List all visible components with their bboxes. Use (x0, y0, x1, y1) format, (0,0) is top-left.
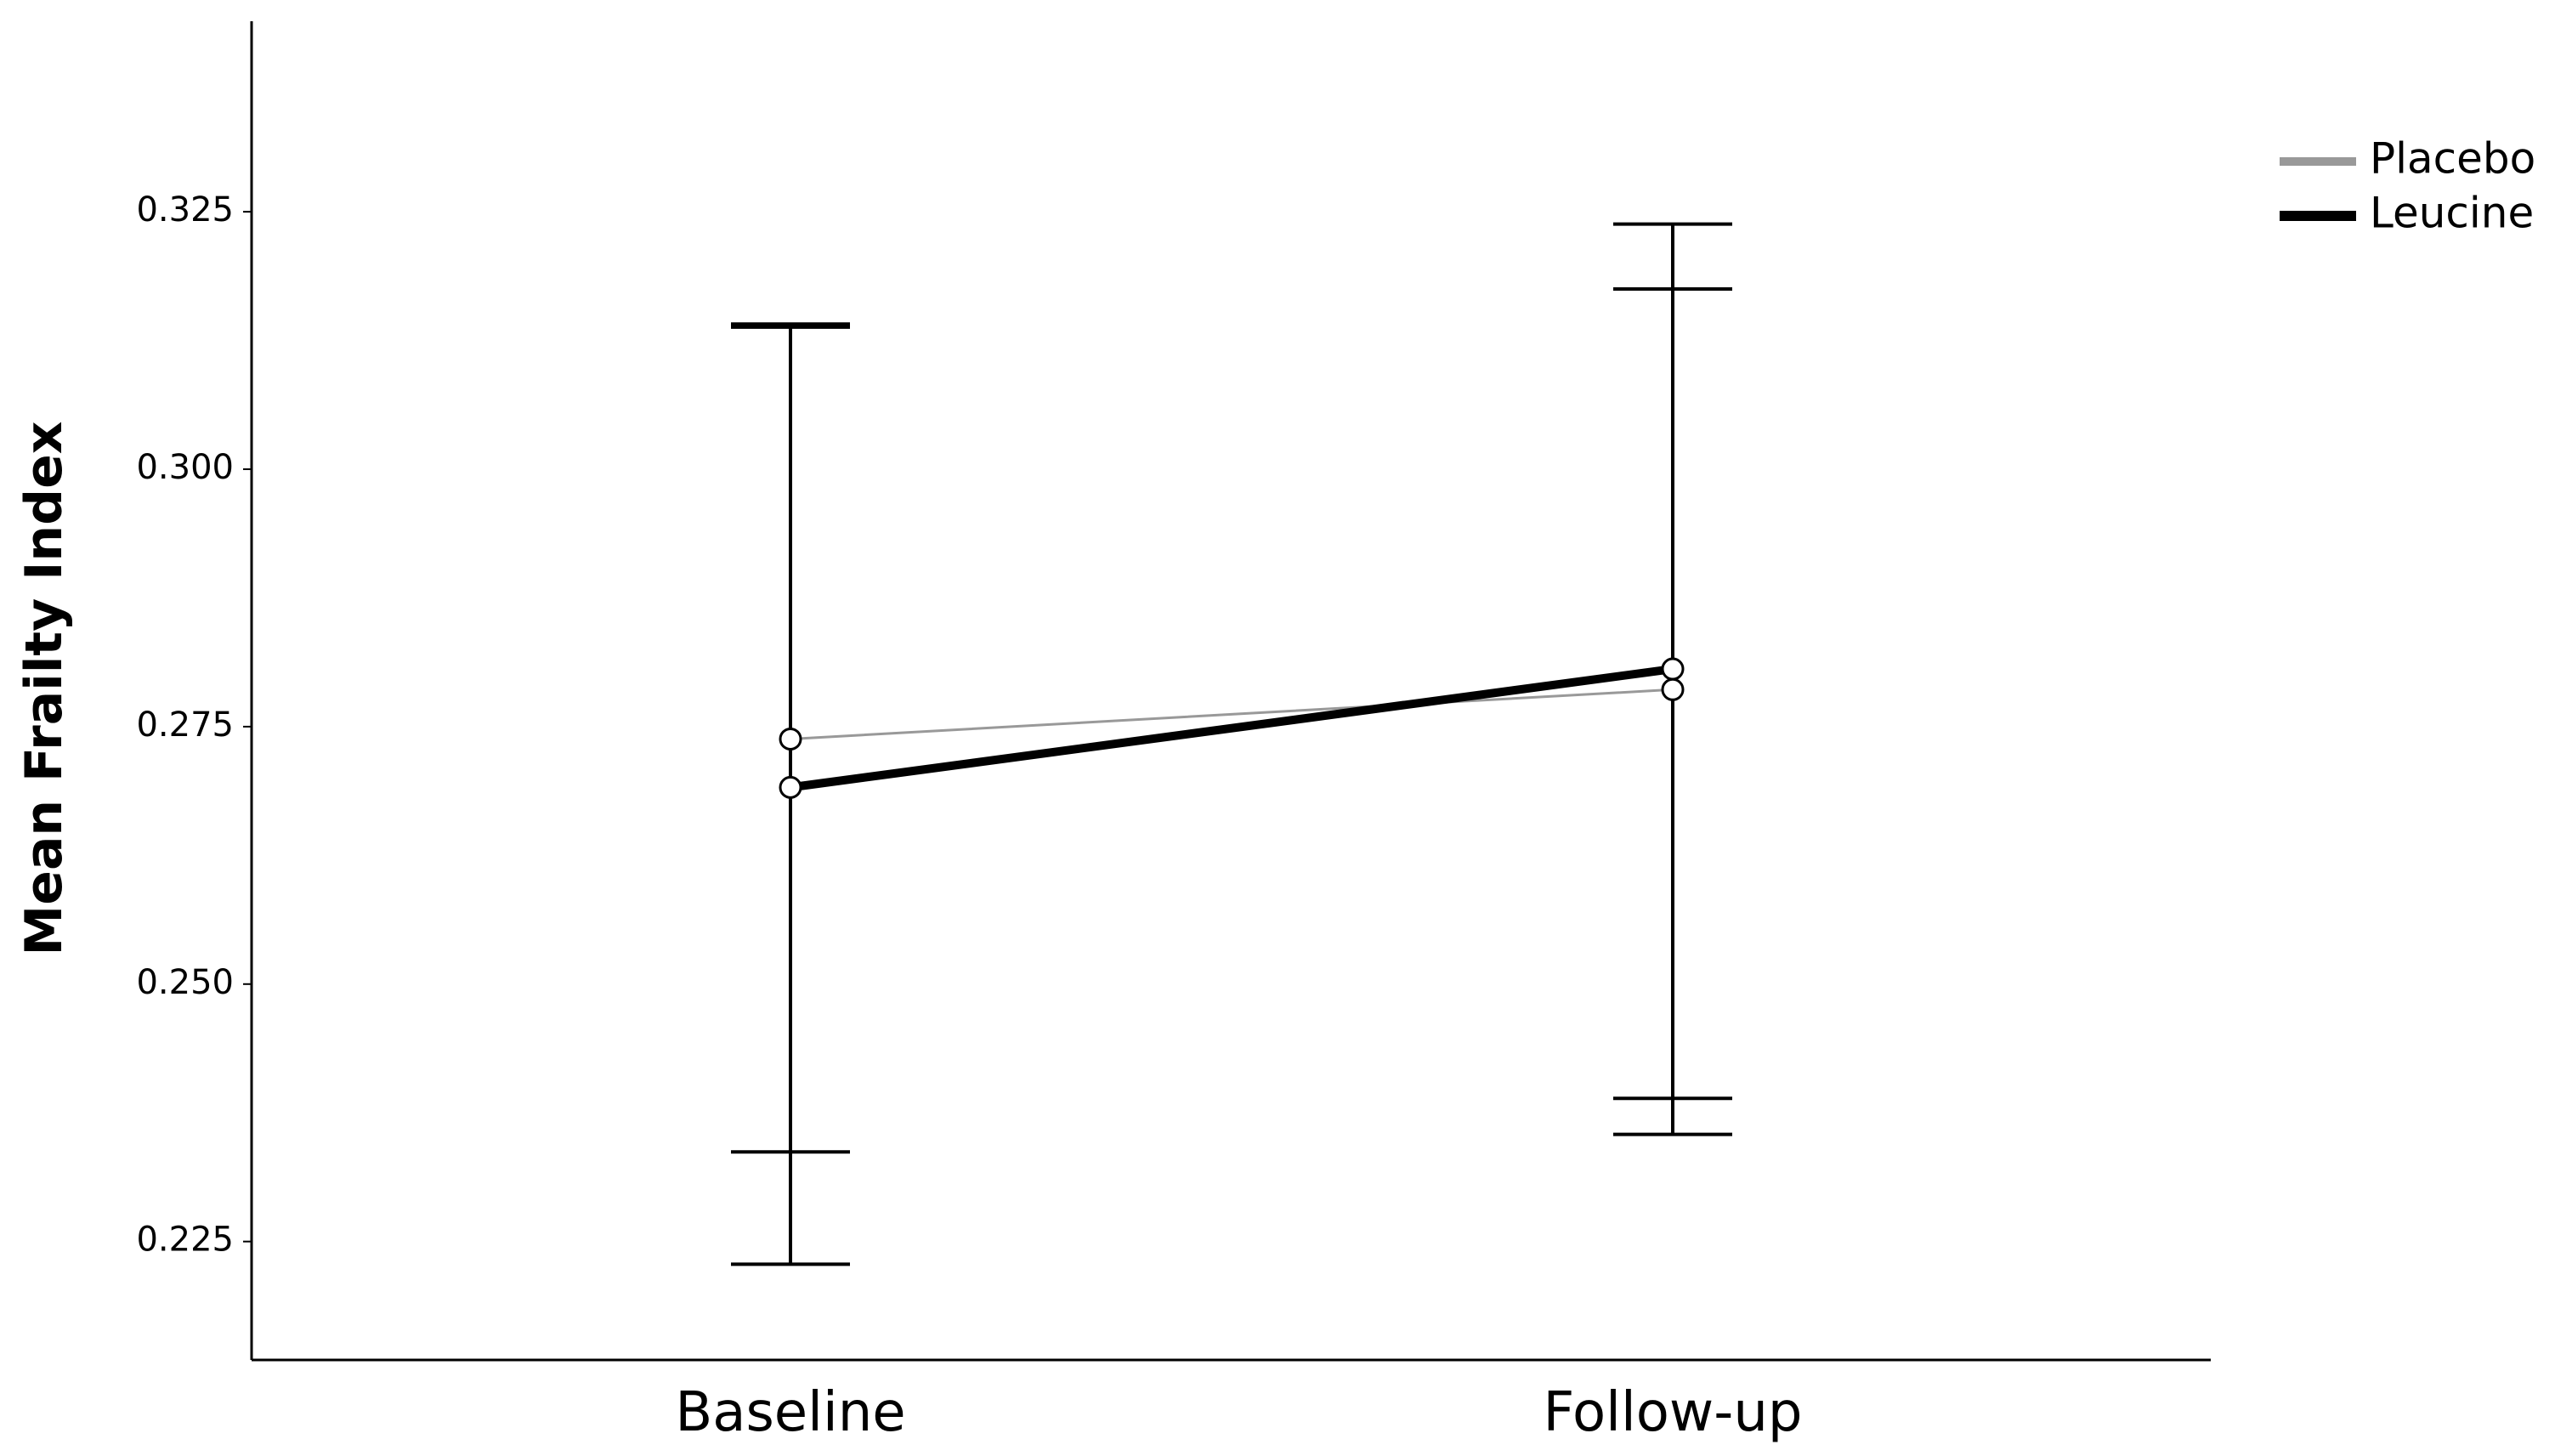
series-line-placebo (789, 688, 1674, 740)
y-tick-label: 0.325 (136, 190, 234, 229)
x-category-labels: Baseline Follow-up (675, 1381, 1802, 1444)
legend-label-placebo: Placebo (2370, 134, 2535, 184)
series-line-leucine (786, 665, 1677, 792)
y-tick-labels: 0.225 0.250 0.275 0.300 0.325 (136, 190, 252, 1260)
data-point-placebo (779, 727, 802, 751)
data-point-placebo (1661, 677, 1685, 701)
y-tick-label: 0.225 (136, 1221, 234, 1260)
x-category-label: Follow-up (1543, 1381, 1802, 1444)
y-tick-label: 0.275 (136, 705, 234, 745)
y-tick-label: 0.250 (136, 963, 234, 1002)
error-bars (731, 222, 1732, 1266)
y-axis-title: Mean Frailty Index (14, 422, 74, 956)
series-lines (786, 665, 1677, 792)
series-markers (779, 657, 1685, 799)
data-point-leucine (1661, 657, 1685, 681)
legend-label-leucine: Leucine (2370, 189, 2534, 238)
x-category-label: Baseline (675, 1381, 905, 1444)
y-axis: 0.225 0.250 0.275 0.300 0.325 (136, 21, 253, 1360)
legend: Placebo Leucine (2280, 134, 2535, 238)
data-point-leucine (779, 775, 802, 799)
x-axis: Baseline Follow-up (252, 1358, 2211, 1444)
y-tick-label: 0.300 (136, 448, 234, 487)
